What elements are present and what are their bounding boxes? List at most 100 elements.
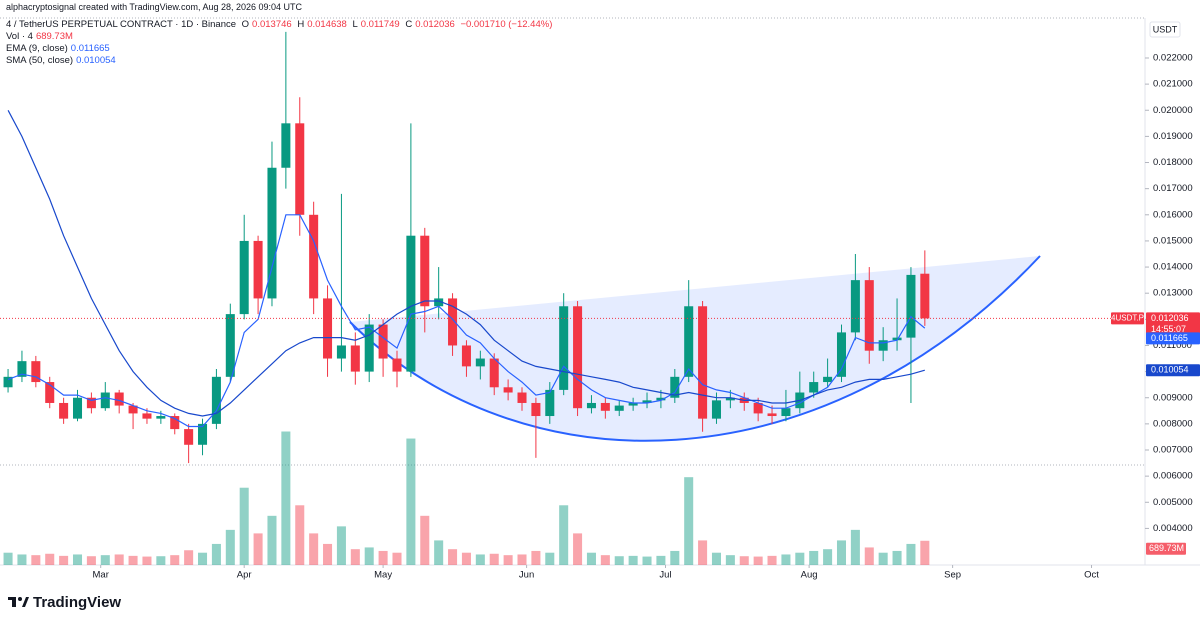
ohlc-label: H [297, 19, 305, 30]
cup-curve [349, 255, 1041, 442]
candle-body [392, 358, 402, 372]
candle-body [878, 340, 888, 351]
candle-body [600, 402, 610, 411]
volume-bar [864, 547, 874, 565]
volume-bar [628, 555, 638, 565]
volume-bar [72, 554, 83, 565]
ema-value: 0.011665 [70, 43, 110, 54]
x-tick-label: Sep [944, 570, 961, 581]
cup-fill [350, 256, 1040, 441]
candle-body [378, 324, 388, 359]
volume-bar [767, 555, 777, 565]
volume-bar [239, 487, 249, 565]
symbol-tag-box [1111, 312, 1144, 325]
candle-body [892, 337, 902, 341]
candle-body [670, 376, 680, 398]
y-tick-label: 0.005000 [1153, 497, 1193, 508]
candle-body [698, 306, 708, 419]
volume-bar [253, 533, 263, 565]
candle-body [198, 423, 208, 445]
logo-mark [22, 597, 29, 607]
y-tick-label: 0.006000 [1153, 471, 1193, 482]
candle-body [836, 332, 847, 377]
x-tick-label: Mar [93, 570, 109, 581]
indicator-line [7, 214, 926, 428]
volume-name: Vol · 4 [6, 31, 33, 42]
candle-body [850, 280, 860, 333]
candle-body [781, 408, 791, 417]
ohlc-label: C [405, 19, 413, 30]
candle-body [323, 298, 333, 359]
volume-bar [559, 505, 569, 565]
volume-bar [656, 555, 666, 565]
candle-body [45, 382, 55, 403]
volume-bar [600, 555, 610, 565]
x-tick-label: Aug [801, 570, 818, 581]
volume-bar [184, 550, 194, 565]
candle-body [170, 416, 180, 430]
volume-bar [892, 550, 902, 565]
volume-bar [114, 554, 124, 565]
volume-bar [795, 552, 805, 565]
change: −0.001710 (−12.44%) [460, 19, 553, 30]
candle-body [809, 382, 819, 393]
volume-bar [267, 515, 277, 565]
y-tick-label: 0.013000 [1153, 288, 1193, 299]
volume-bar [684, 477, 694, 565]
countdown: 14:55:07 [1151, 324, 1186, 334]
volume-bar [739, 556, 749, 565]
candle-body [225, 314, 235, 377]
volume-bar [725, 555, 735, 565]
candle-body [100, 392, 110, 409]
candle-body [448, 298, 458, 346]
candle-body [684, 306, 694, 377]
ohlc-label: O [241, 19, 250, 30]
candle-body [475, 358, 485, 367]
volume-bar [489, 553, 499, 565]
candle-body [920, 273, 930, 319]
volume-bar [323, 543, 333, 565]
candle-body [184, 429, 194, 445]
volume-bar [545, 552, 555, 565]
symbol-tag: 4USDT.P [1111, 314, 1144, 323]
candle-body [489, 358, 499, 388]
y-tick-label: 0.009000 [1153, 392, 1193, 403]
candle-body [86, 397, 96, 409]
symbol: 4 / TetherUS PERPETUAL CONTRACT · 1D · B… [6, 19, 237, 30]
y-tick-label: 0.021000 [1153, 79, 1193, 90]
candle-body [72, 397, 83, 419]
candle-body [614, 405, 624, 411]
y-tick-label: 0.011000 [1153, 340, 1192, 351]
candle-body [59, 402, 69, 419]
ohlc-value: 0.014638 [307, 19, 347, 30]
volume-bar [503, 555, 513, 565]
candle-body [906, 274, 916, 338]
candle-body [31, 361, 41, 383]
volume-bar [86, 556, 96, 565]
indicator-tag-box [1146, 332, 1200, 345]
volume-tag-box [1146, 542, 1186, 555]
candle-body [434, 298, 444, 307]
volume-bar [392, 552, 402, 565]
candle-body [350, 345, 360, 372]
indicator-tag-box [1146, 364, 1200, 377]
candle-body [753, 402, 763, 414]
x-tick-label: Jul [659, 570, 671, 581]
volume-bar [698, 540, 708, 565]
candle-body [545, 389, 555, 417]
sma-legend: SMA (50, close) 0.010054 [6, 55, 119, 66]
candle-body [156, 416, 166, 419]
volume-bar [225, 529, 235, 565]
candle-body [864, 280, 874, 351]
volume-bar [586, 552, 596, 565]
ohlc-value: 0.012036 [415, 19, 455, 30]
price-tag-box [1146, 312, 1200, 337]
candle-body [823, 376, 833, 383]
candle-body [656, 397, 666, 401]
volume-bar [142, 556, 152, 565]
volume-bar [642, 556, 652, 565]
candle-body [559, 306, 569, 390]
volume-bar [3, 552, 13, 565]
